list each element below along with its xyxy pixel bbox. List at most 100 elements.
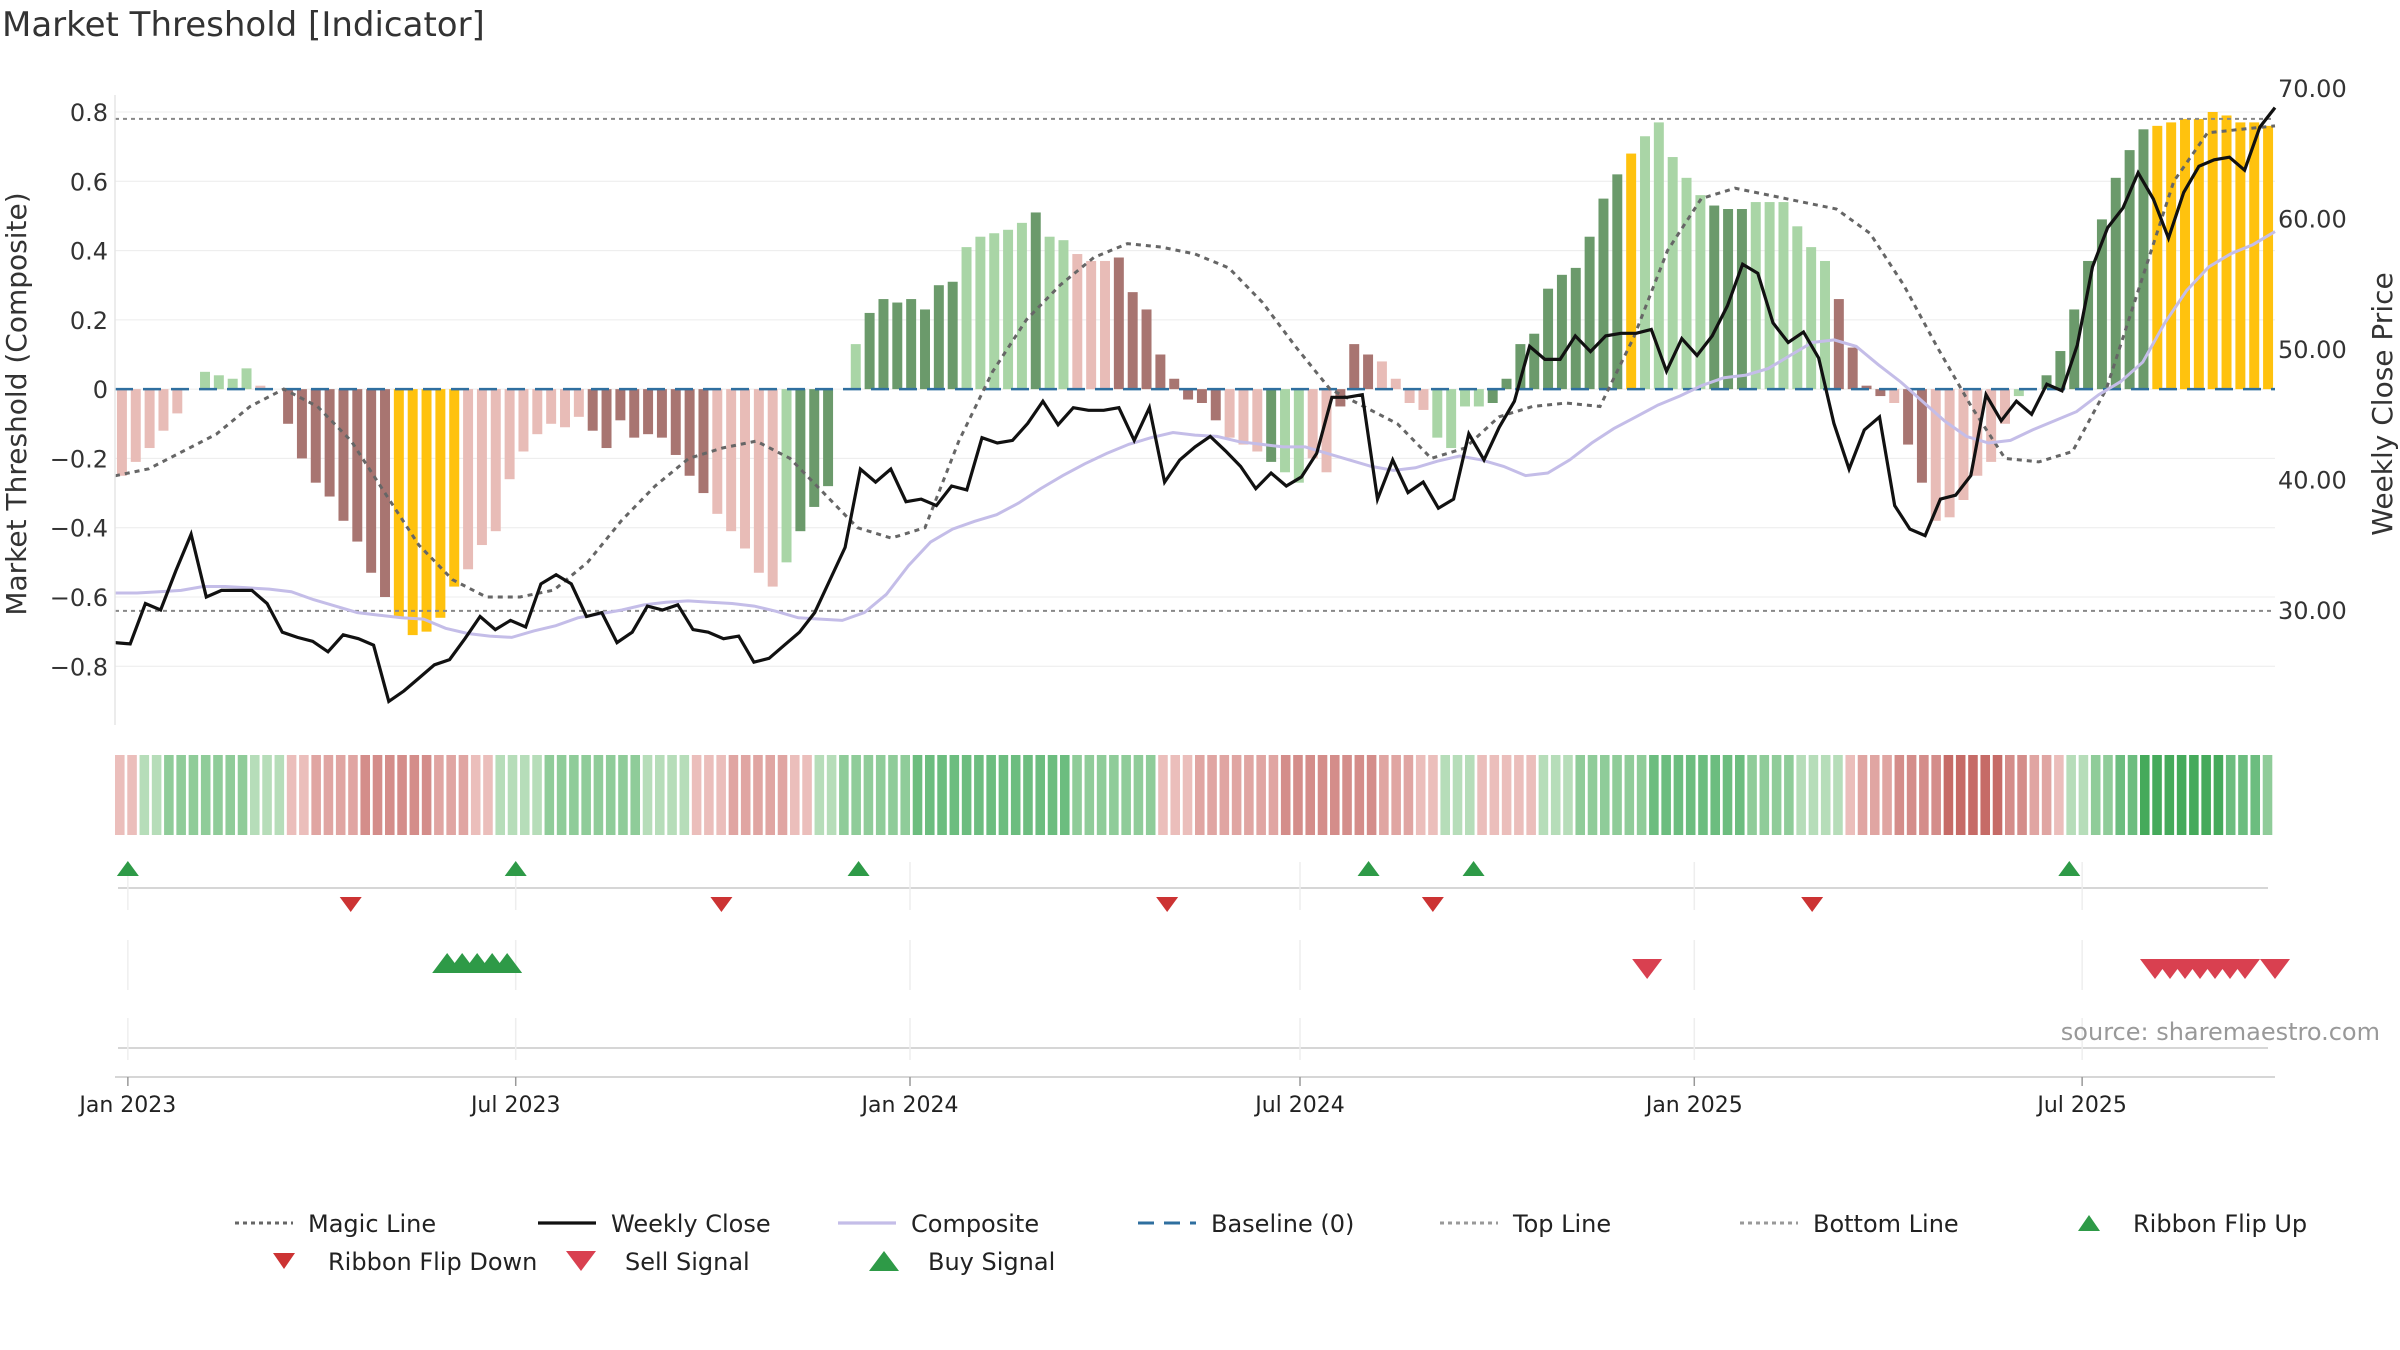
ribbon-cell — [1698, 755, 1708, 835]
composite-bar — [2096, 219, 2107, 390]
y2-tick-label: 60.00 — [2278, 206, 2347, 234]
ribbon-cell — [1735, 755, 1745, 835]
ribbon-cell — [2066, 755, 2076, 835]
composite-bar — [2193, 118, 2204, 390]
ribbon-cell — [1587, 755, 1598, 835]
composite-bar — [947, 281, 958, 390]
composite-bar — [656, 389, 667, 438]
legend-label: Ribbon Flip Down — [328, 1248, 537, 1276]
composite-bar — [2221, 115, 2232, 390]
ribbon-cell — [1538, 755, 1549, 835]
legend-swatch — [566, 1251, 596, 1271]
ribbon-cell — [250, 755, 260, 835]
composite-bar — [1764, 202, 1775, 390]
ribbon-cell — [2041, 755, 2052, 835]
ribbon-cell — [605, 755, 616, 835]
ribbon-cell — [1035, 755, 1046, 835]
composite-bar — [1833, 299, 1844, 390]
composite-bar — [933, 285, 944, 390]
composite-bar — [1556, 274, 1567, 390]
ribbon-flip-up-marker — [116, 861, 139, 876]
y-tick-label: −0.8 — [50, 653, 108, 681]
x-tick-label: Jan 2023 — [77, 1093, 176, 1118]
composite-bars — [116, 112, 2274, 636]
ribbon-cell — [507, 755, 518, 835]
ribbon-cell — [2225, 755, 2236, 835]
composite-bar — [740, 389, 750, 549]
composite-bar — [823, 389, 834, 487]
ribbon-cell — [1280, 755, 1291, 835]
y-axis-label: Market Threshold (Composite) — [0, 192, 33, 615]
ribbon-cell — [740, 755, 751, 835]
composite-bar — [1280, 389, 1290, 473]
composite-bar — [573, 389, 584, 417]
composite-bar — [2083, 260, 2094, 390]
ribbon-cell — [262, 755, 272, 835]
ribbon-cell — [397, 755, 407, 835]
ribbon-cell — [1170, 755, 1181, 835]
ribbon-cell — [728, 755, 739, 835]
composite-bar — [809, 389, 820, 507]
ribbon-cell — [2017, 755, 2027, 835]
composite-bar — [1003, 229, 1014, 390]
composite-bar — [1543, 288, 1554, 390]
ribbon-flip-down-marker — [1156, 897, 1179, 912]
composite-bar — [1100, 260, 1110, 390]
composite-bar — [850, 344, 861, 390]
composite-bar — [1598, 198, 1609, 390]
ribbon-cell — [1685, 755, 1696, 835]
legend-label: Ribbon Flip Up — [2133, 1210, 2307, 1238]
composite-bar — [2152, 125, 2163, 390]
ribbon-cell — [348, 755, 358, 835]
composite-bar — [144, 389, 155, 449]
composite-bar — [1570, 267, 1581, 390]
composite-bar — [1293, 389, 1304, 483]
ribbon-cell — [593, 755, 604, 835]
composite-bar — [1210, 389, 1221, 421]
ribbon-cell — [1526, 755, 1536, 835]
ribbon-cell — [176, 755, 186, 835]
composite-bar — [629, 389, 640, 438]
ribbon-cell — [618, 755, 628, 835]
ribbon-cell — [1452, 755, 1463, 835]
ribbon-cell — [1195, 755, 1205, 835]
composite-bar — [449, 389, 460, 587]
y2-tick-label: 40.00 — [2278, 467, 2347, 495]
composite-bar — [2041, 375, 2052, 390]
ribbon-cell — [1379, 755, 1389, 835]
ribbon-cell — [1145, 755, 1156, 835]
composite-bar — [975, 236, 986, 390]
ribbon-flip-down-marker — [339, 897, 362, 912]
composite-bar — [2013, 389, 2024, 397]
ribbon-cell — [299, 755, 309, 835]
ribbon-cell — [1047, 755, 1058, 835]
composite-bar — [1376, 361, 1387, 390]
composite-bar — [920, 309, 930, 390]
composite-bar — [1584, 236, 1595, 390]
composite-bar — [1016, 222, 1027, 390]
ribbon-cell — [225, 755, 236, 835]
x-axis: Jan 2023 Jul 2023 Jan 2024 Jul 2024 Jan 2025… — [77, 1076, 2275, 1118]
ribbon-cell — [1747, 755, 1757, 835]
composite-bar — [1044, 236, 1055, 390]
ribbon-cell — [2054, 755, 2064, 835]
composite-bar — [504, 389, 515, 480]
ribbon-cell — [1820, 755, 1831, 835]
ribbon-cell — [200, 755, 211, 835]
composite-bar — [560, 389, 570, 428]
ribbon-cell — [1010, 755, 1021, 835]
axis-ticks: 0.8 0.6 0.4 0.2 0 −0.2 −0.4 −0.6 −0.8 70.00 60.00 5… — [50, 75, 2347, 725]
y2-tick-label: 30.00 — [2278, 597, 2347, 625]
legend-label: Composite — [911, 1210, 1039, 1238]
ribbon-cell — [470, 755, 481, 835]
legend-swatch — [273, 1253, 295, 1269]
ribbon-cell — [1415, 755, 1426, 835]
composite-bar — [213, 375, 224, 390]
ribbon-flip-down-marker — [710, 897, 733, 912]
ribbon-cell — [372, 755, 383, 835]
composite-bar — [532, 389, 543, 435]
y2-tick-label: 70.00 — [2278, 75, 2347, 103]
composite-bar — [1321, 389, 1332, 473]
ribbon-cell — [164, 755, 174, 835]
